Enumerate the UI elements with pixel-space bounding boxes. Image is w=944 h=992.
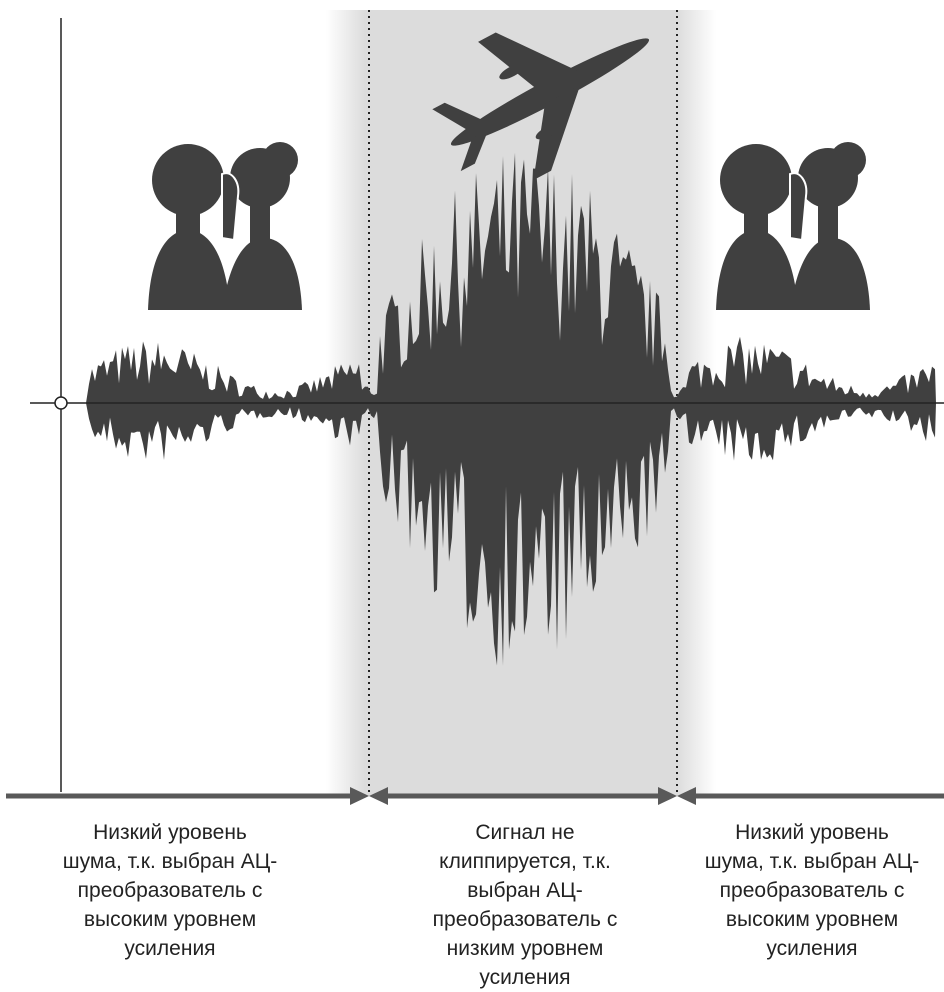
caption-right-line: шума, т.к. выбран АЦ-	[704, 850, 920, 873]
whispering-people-icon-right	[715, 141, 871, 311]
caption-middle: Сигнал не клиппируется, т.к. выбран АЦ- …	[380, 818, 670, 992]
caption-right: Низкий уровень шума, т.к. выбран АЦ- пре…	[680, 818, 944, 963]
caption-middle-line: преобразователь с	[432, 908, 618, 931]
caption-left-line: усиления	[124, 937, 216, 960]
origin-marker	[54, 396, 68, 410]
whispering-people-icon-left	[147, 141, 303, 311]
caption-middle-line: низким уровнем	[446, 937, 604, 960]
caption-right-line: преобразователь с	[719, 879, 905, 902]
caption-left: Низкий уровень шума, т.к. выбран АЦ- пре…	[20, 818, 320, 963]
caption-middle-line: Сигнал не	[475, 821, 575, 844]
caption-right-line: Низкий уровень	[735, 821, 889, 844]
range-bar	[6, 787, 944, 805]
caption-right-line: высоким уровнем	[725, 908, 899, 931]
caption-left-line: высоким уровнем	[83, 908, 257, 931]
airplane-icon	[432, 32, 650, 181]
caption-middle-line: выбран АЦ-	[467, 879, 583, 902]
caption-left-line: шума, т.к. выбран АЦ-	[62, 850, 278, 873]
caption-left-line: преобразователь с	[77, 879, 263, 902]
caption-right-line: усиления	[766, 937, 858, 960]
caption-left-line: Низкий уровень	[93, 821, 247, 844]
caption-middle-line: усиления	[479, 966, 571, 989]
caption-middle-line: клиппируется, т.к.	[439, 850, 611, 873]
audio-waveform	[86, 152, 936, 666]
